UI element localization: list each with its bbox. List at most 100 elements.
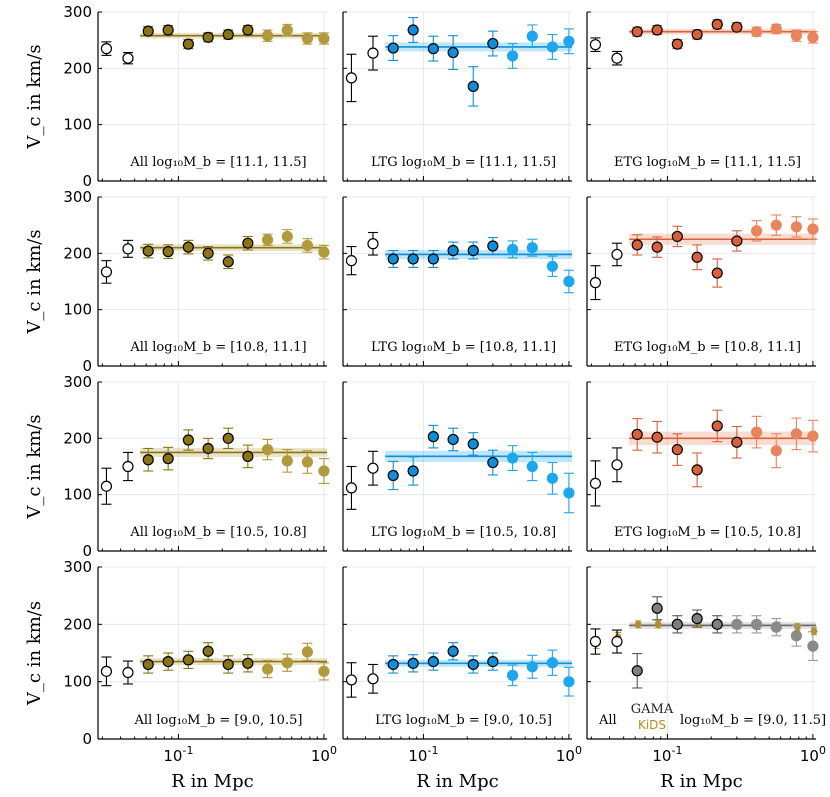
- data-point: [790, 221, 803, 233]
- data-point: [750, 426, 763, 438]
- data-point: [467, 244, 479, 257]
- data-point: [589, 39, 602, 51]
- panel-7: LTG log₁₀M_b = [10.5, 10.8]: [342, 381, 575, 552]
- data-point: [631, 665, 643, 677]
- data-point: [242, 450, 254, 462]
- data-point: [731, 436, 743, 448]
- data-point: [202, 31, 214, 43]
- x-tick-label: 10-1: [652, 744, 682, 765]
- data-point: [506, 243, 519, 255]
- panel-label: ETG log₁₀M_b = [11.1, 11.5]: [614, 155, 801, 170]
- panel-label: All log₁₀M_b = [9.0, 10.5]: [134, 713, 303, 728]
- data-point: [589, 477, 602, 489]
- data-point: [142, 454, 154, 466]
- x-tick-label: 100: [556, 744, 582, 765]
- data-point: [122, 666, 134, 679]
- y-tick-label: 200: [63, 429, 92, 447]
- panel-label: LTG log₁₀M_b = [9.0, 10.5]: [375, 713, 552, 728]
- data-point: [691, 464, 703, 476]
- panel-label-suffix: log₁₀M_b = [9.0, 11.5]: [680, 713, 826, 728]
- data-point: [631, 239, 643, 251]
- data-point: [611, 635, 623, 648]
- data-point: [301, 646, 314, 658]
- panel-3: 0 100 200 300 All log₁₀M_b = [10.8, 11.1]: [63, 188, 330, 375]
- y-tick-label: 200: [63, 244, 92, 262]
- y-tick-label: 0: [82, 542, 92, 560]
- data-point: [345, 72, 358, 84]
- panel-8: ETG log₁₀M_b = [10.5, 10.8]: [586, 381, 819, 552]
- data-point: [611, 52, 623, 64]
- y-tick-label: 100: [63, 301, 92, 319]
- data-point: [182, 434, 194, 446]
- data-point: [770, 219, 782, 231]
- data-point: [407, 253, 419, 265]
- y-axis-label: V_c in km/s: [24, 44, 45, 149]
- panel-9: 0 100 200 300 10-1 100 All log₁₀M_b = [9.0, 10…: [63, 558, 337, 765]
- data-point: [563, 676, 575, 688]
- panel-label: All log₁₀M_b = [11.1, 11.5]: [129, 155, 306, 170]
- y-tick-label: 300: [63, 558, 92, 576]
- data-point: [447, 244, 459, 257]
- data-point: [563, 487, 575, 499]
- x-axis-label: R in Mpc: [171, 771, 253, 792]
- data-point: [731, 21, 743, 33]
- data-point: [407, 657, 419, 669]
- data-point: [487, 456, 499, 469]
- data-point: [447, 46, 459, 59]
- data-point: [427, 655, 439, 668]
- data-point: [651, 24, 663, 36]
- data-point: [242, 657, 254, 669]
- data-point: [671, 38, 683, 50]
- panel-1: LTG log₁₀M_b = [11.1, 11.5]: [342, 11, 575, 182]
- panel-label: LTG log₁₀M_b = [10.5, 10.8]: [371, 525, 556, 540]
- data-point: [589, 277, 602, 289]
- y-tick-label: 100: [63, 673, 92, 691]
- y-tick-label: 200: [63, 59, 92, 77]
- panel-label: All log₁₀M_b = [10.5, 10.8]: [129, 525, 306, 540]
- data-point: [671, 618, 683, 630]
- data-point: [447, 433, 459, 446]
- data-point: [202, 645, 214, 657]
- data-point: [750, 618, 763, 630]
- data-point: [122, 460, 134, 473]
- data-point: [631, 428, 643, 440]
- x-tick-label: 100: [800, 744, 826, 765]
- data-point: [318, 32, 330, 45]
- panel-label: LTG log₁₀M_b = [11.1, 11.5]: [371, 155, 556, 170]
- data-point: [202, 247, 214, 259]
- data-point: [611, 459, 623, 471]
- data-point: [281, 455, 293, 467]
- data-point: [691, 251, 703, 263]
- data-point: [711, 267, 723, 279]
- data-point: [100, 480, 113, 492]
- data-point: [770, 621, 782, 633]
- panel-label: ETG log₁₀M_b = [10.5, 10.8]: [614, 525, 801, 540]
- data-point: [807, 640, 819, 652]
- data-point: [142, 245, 154, 257]
- data-point: [750, 225, 763, 237]
- kids-point: [654, 621, 662, 628]
- data-point: [242, 24, 254, 36]
- data-point: [261, 234, 274, 246]
- y-tick-label: 0: [82, 357, 92, 375]
- data-point: [301, 239, 314, 252]
- data-point: [345, 255, 358, 267]
- data-point: [345, 674, 358, 686]
- y-axis-label: V_c in km/s: [24, 414, 45, 519]
- data-point: [651, 602, 663, 614]
- data-point: [546, 260, 559, 272]
- data-point: [526, 661, 538, 673]
- data-point: [261, 663, 274, 675]
- y-tick-label: 300: [63, 3, 92, 21]
- data-point: [467, 438, 479, 450]
- data-point: [427, 431, 439, 443]
- data-point: [731, 618, 743, 630]
- data-point: [467, 658, 479, 671]
- data-point: [100, 43, 113, 55]
- data-point: [301, 456, 314, 468]
- data-point: [546, 41, 559, 53]
- data-point: [651, 431, 663, 443]
- data-point: [318, 246, 330, 258]
